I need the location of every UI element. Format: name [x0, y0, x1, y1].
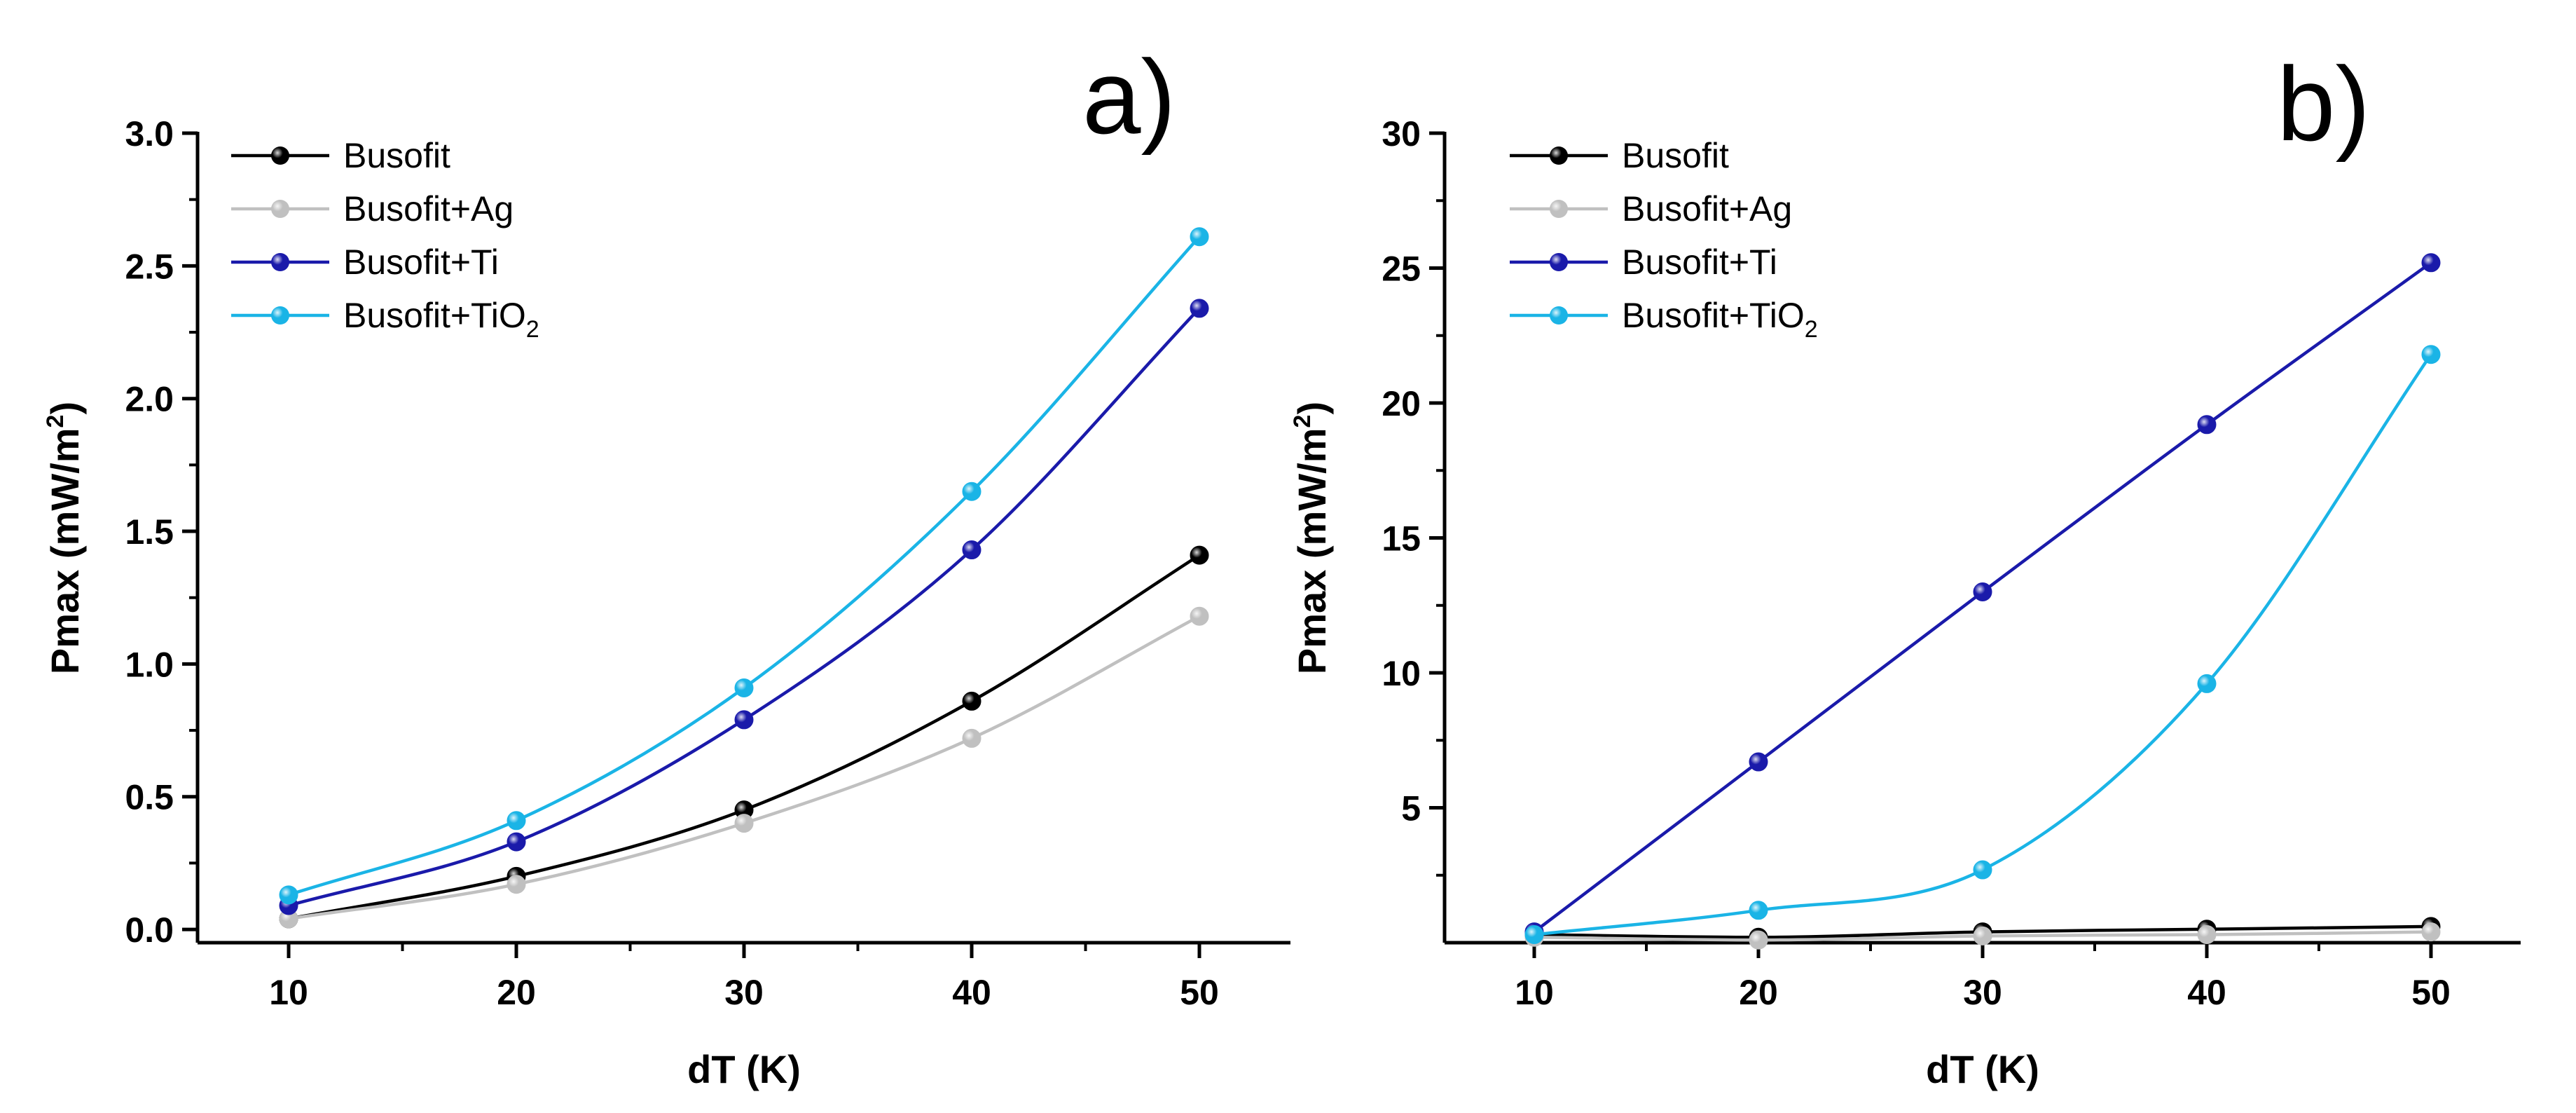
y-tick-label: 30	[1382, 114, 1421, 153]
legend-label: Busofit+Ti	[1622, 243, 1777, 282]
legend-label: Busofit+Ag	[343, 189, 514, 228]
data-point-highlight	[1525, 925, 1543, 944]
panel-label: a)	[1082, 38, 1176, 156]
x-tick-label: 30	[724, 973, 764, 1012]
series-busofit-ti	[279, 299, 1209, 915]
x-axis-title: dT (K)	[1926, 1047, 2039, 1091]
y-tick-label: 0.5	[125, 778, 174, 817]
data-point-highlight	[735, 710, 753, 729]
series-line	[1534, 353, 2432, 936]
x-tick-label: 40	[2187, 973, 2226, 1012]
series-line	[288, 615, 1201, 921]
data-point-highlight	[2198, 925, 2216, 944]
series-busofit-ti	[1524, 253, 2441, 942]
y-tick-label: 5	[1401, 789, 1421, 828]
data-point-highlight	[963, 692, 981, 711]
y-axis-title: Pmax (mW/m2)	[42, 402, 87, 674]
data-point-highlight	[735, 678, 753, 697]
legend-marker-highlight	[1550, 200, 1568, 218]
legend-marker-highlight	[1550, 146, 1568, 165]
data-point-highlight	[2198, 415, 2216, 434]
data-point-highlight	[963, 729, 981, 748]
data-point-highlight	[280, 885, 298, 904]
data-point-highlight	[1190, 227, 1208, 246]
x-tick-label: 10	[1515, 973, 1554, 1012]
data-point-highlight	[1749, 901, 1768, 920]
data-point-highlight	[1749, 753, 1768, 772]
series-line	[288, 307, 1201, 908]
data-point-highlight	[507, 833, 525, 852]
x-tick-label: 20	[497, 973, 536, 1012]
y-tick-label: 0.0	[125, 910, 174, 950]
y-tick-label: 3.0	[125, 114, 174, 153]
series-busofit-tio2	[1524, 345, 2441, 944]
panel-label: b)	[2277, 45, 2370, 163]
series-line	[288, 554, 1201, 921]
x-tick-label: 40	[952, 973, 991, 1012]
y-tick-label: 15	[1382, 519, 1421, 559]
data-point-highlight	[1190, 299, 1208, 317]
x-tick-label: 50	[2411, 973, 2451, 1012]
data-point-highlight	[963, 540, 981, 559]
legend-marker-highlight	[1550, 306, 1568, 325]
data-point-highlight	[2422, 345, 2440, 364]
y-tick-label: 20	[1382, 384, 1421, 423]
series-busofit	[279, 545, 1209, 929]
y-axis-title: Pmax (mW/m2)	[1289, 402, 1334, 674]
data-point-highlight	[1974, 927, 1992, 945]
y-tick-label: 10	[1382, 654, 1421, 693]
data-point-highlight	[1190, 546, 1208, 565]
x-tick-label: 30	[1963, 973, 2002, 1012]
series-line	[288, 235, 1201, 896]
series-busofit-tio2	[279, 227, 1209, 905]
legend-marker-highlight	[271, 253, 289, 271]
data-point-highlight	[280, 909, 298, 928]
chart-panel-b: 10 20 30 40 50 5 10 15 20 25 30 dT (K) Pmax (mW/m2) b…	[1289, 45, 2521, 1091]
legend-label: Busofit+TiO2	[1622, 296, 1818, 343]
legend-label: Busofit+Ti	[343, 243, 499, 282]
data-point-highlight	[2422, 253, 2440, 272]
data-point-highlight	[735, 814, 753, 833]
data-point-highlight	[507, 811, 525, 830]
data-point-highlight	[2198, 674, 2216, 693]
legend-marker-highlight	[1550, 253, 1568, 271]
legend-marker-highlight	[271, 306, 289, 325]
data-point-highlight	[2422, 922, 2440, 941]
x-axis-title: dT (K)	[687, 1047, 801, 1091]
y-tick-label: 1.5	[125, 512, 174, 552]
y-tick-label: 2.0	[125, 380, 174, 419]
legend-label: Busofit	[1622, 136, 1729, 175]
y-tick-label: 1.0	[125, 645, 174, 684]
x-tick-label: 10	[269, 973, 308, 1012]
legend-marker-highlight	[271, 200, 289, 218]
x-tick-label: 50	[1180, 973, 1219, 1012]
legend-label: Busofit	[343, 136, 450, 175]
data-point-highlight	[1974, 582, 1992, 601]
data-point-highlight	[1749, 931, 1768, 950]
y-tick-label: 25	[1382, 250, 1421, 289]
legend-label: Busofit+Ag	[1622, 189, 1792, 228]
data-point-highlight	[963, 482, 981, 501]
x-tick-label: 20	[1739, 973, 1778, 1012]
y-tick-label: 2.5	[125, 247, 174, 286]
chart-panel-a: 10 20 30 40 50 0.0 0.5 1.0 1.5 2.0 2.5 3.0 dT (K) Pma…	[42, 38, 1290, 1091]
data-point-highlight	[507, 875, 525, 894]
data-point-highlight	[1974, 861, 1992, 880]
legend-marker-highlight	[271, 146, 289, 165]
data-point-highlight	[735, 800, 753, 819]
legend-label: Busofit+TiO2	[343, 296, 539, 343]
series-busofit-ag	[279, 606, 1209, 929]
data-point-highlight	[1190, 607, 1208, 626]
